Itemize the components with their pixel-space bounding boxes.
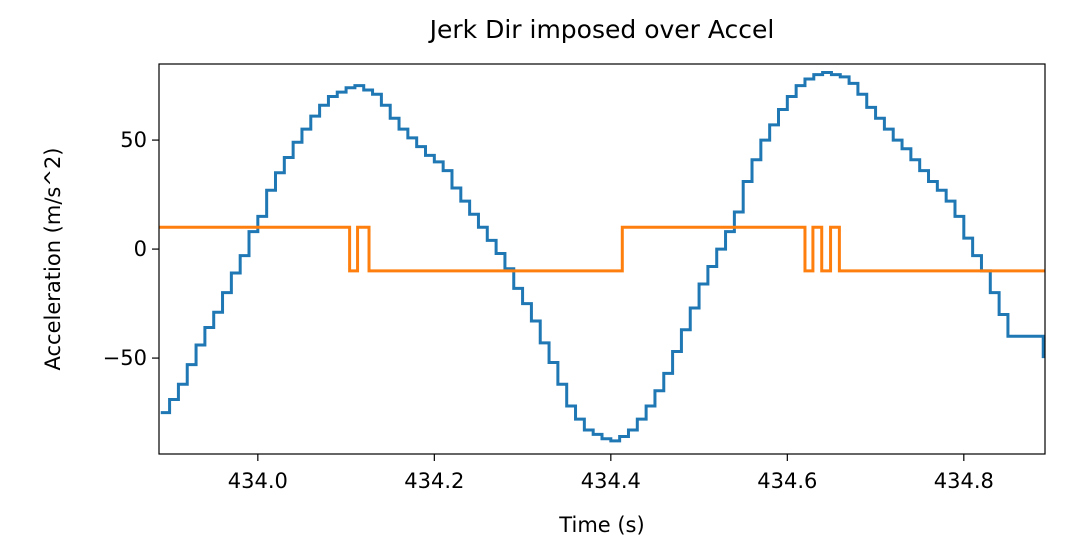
plot-frame — [158, 63, 1046, 455]
chart-title: Jerk Dir imposed over Accel — [428, 15, 775, 44]
y-tick-label: −50 — [103, 346, 147, 370]
x-tick-label: 434.8 — [934, 469, 994, 493]
y-tick-label: 50 — [120, 128, 147, 152]
data-line — [159, 225, 1045, 273]
x-tick-label: 434.6 — [757, 469, 817, 493]
y-axis-label: Acceleration (m/s^2) — [41, 148, 65, 371]
x-tick-label: 434.0 — [228, 469, 288, 493]
y-tick-label: 0 — [134, 237, 147, 261]
x-tick-label: 434.4 — [581, 469, 641, 493]
data-line — [160, 71, 1045, 443]
x-axis-label: Time (s) — [558, 513, 644, 537]
x-tick-label: 434.2 — [404, 469, 464, 493]
